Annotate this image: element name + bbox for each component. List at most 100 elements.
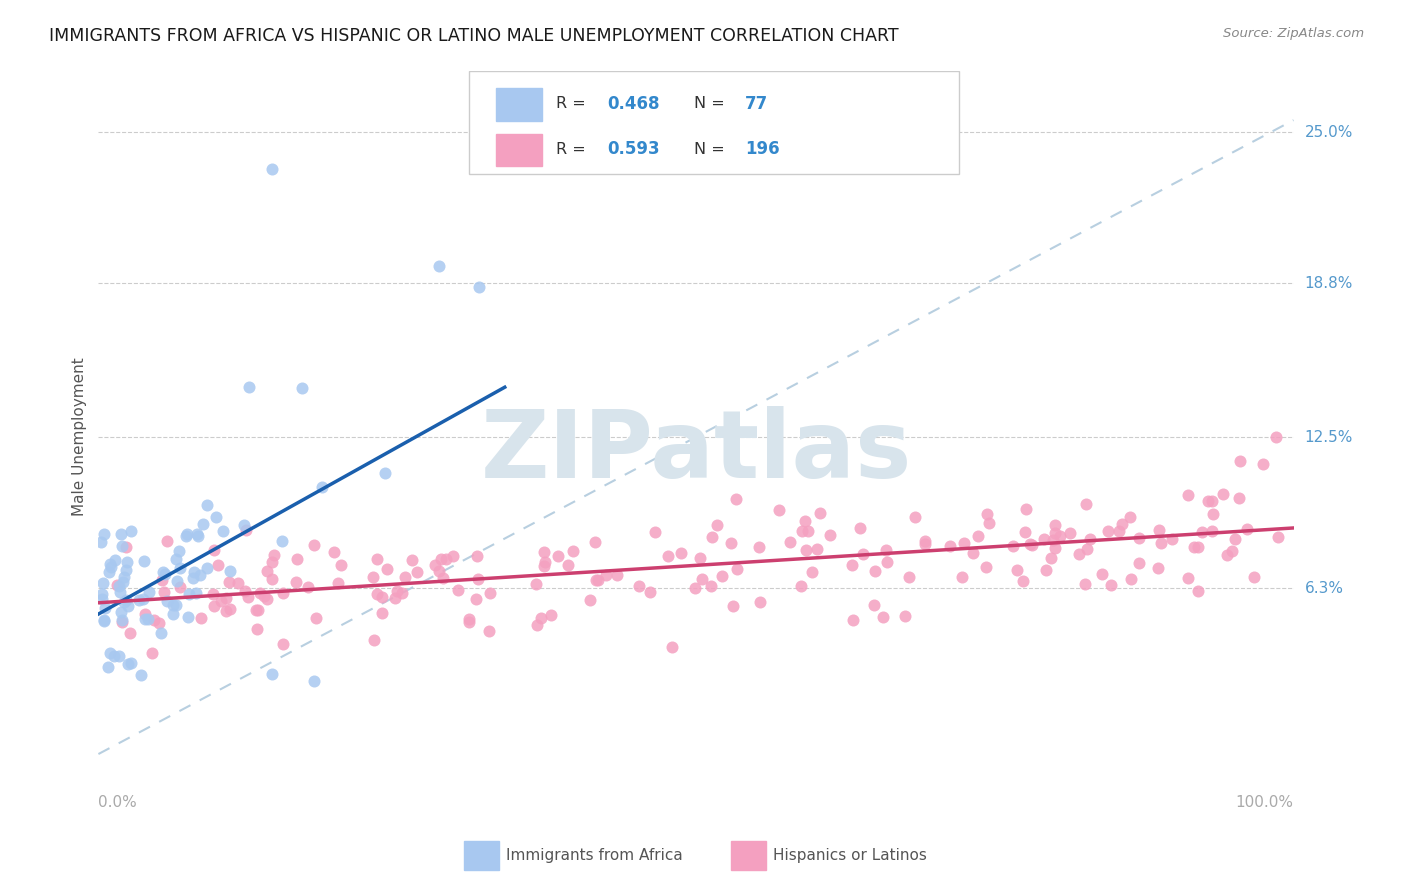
Point — [792, 524, 814, 539]
Point — [1253, 457, 1275, 471]
Point — [768, 502, 790, 516]
Point — [152, 565, 174, 579]
Point — [94, 601, 117, 615]
Point — [1076, 542, 1098, 557]
Point — [540, 607, 562, 622]
Text: ZIPatlas: ZIPatlas — [481, 406, 911, 498]
Point — [1045, 541, 1067, 555]
Point — [628, 579, 651, 593]
Point — [117, 657, 139, 671]
Point — [155, 533, 177, 548]
Point — [725, 561, 748, 575]
Point — [1147, 561, 1170, 575]
Point — [1040, 550, 1063, 565]
Point — [115, 540, 138, 554]
Point — [190, 611, 212, 625]
Point — [111, 540, 134, 554]
Text: 25.0%: 25.0% — [1305, 125, 1353, 140]
Point — [1229, 454, 1251, 468]
Point — [183, 566, 205, 580]
Point — [191, 516, 214, 531]
Point — [166, 574, 188, 588]
Point — [524, 577, 547, 591]
Point — [311, 479, 333, 493]
Point — [366, 552, 388, 566]
Point — [153, 567, 176, 582]
Point — [979, 516, 1001, 530]
Point — [184, 586, 207, 600]
Point — [330, 558, 353, 573]
Point — [263, 548, 285, 562]
Point — [1091, 566, 1114, 581]
Point — [297, 580, 319, 594]
Point — [93, 614, 115, 628]
Point — [245, 603, 267, 617]
Point — [291, 381, 314, 395]
Point — [434, 551, 457, 566]
Point — [370, 606, 392, 620]
Point — [1264, 430, 1286, 444]
Text: 6.3%: 6.3% — [1305, 581, 1344, 596]
Point — [232, 517, 254, 532]
Point — [534, 555, 557, 569]
Point — [976, 507, 998, 521]
Point — [202, 543, 225, 558]
FancyBboxPatch shape — [496, 134, 541, 166]
Point — [401, 552, 423, 566]
Point — [700, 530, 723, 544]
Text: Source: ZipAtlas.com: Source: ZipAtlas.com — [1223, 27, 1364, 40]
Text: IMMIGRANTS FROM AFRICA VS HISPANIC OR LATINO MALE UNEMPLOYMENT CORRELATION CHART: IMMIGRANTS FROM AFRICA VS HISPANIC OR LA… — [49, 27, 898, 45]
Point — [808, 506, 831, 520]
Point — [111, 615, 134, 629]
Point — [260, 572, 283, 586]
Point — [423, 558, 446, 572]
Point — [253, 589, 276, 603]
Point — [93, 613, 115, 627]
Point — [1150, 536, 1173, 550]
Point — [1243, 570, 1265, 584]
Point — [235, 523, 257, 537]
Point — [271, 637, 294, 651]
Point — [583, 535, 606, 549]
Point — [129, 668, 152, 682]
Point — [849, 521, 872, 535]
Point — [1191, 525, 1213, 540]
Point — [1187, 540, 1209, 554]
Point — [215, 604, 238, 618]
Point — [458, 612, 481, 626]
Point — [112, 594, 135, 608]
Point — [302, 673, 325, 688]
Point — [1035, 563, 1057, 577]
Point — [219, 564, 242, 578]
Point — [1049, 528, 1071, 542]
Point — [374, 466, 396, 480]
Point — [876, 556, 898, 570]
Point — [391, 586, 413, 600]
Point — [1216, 549, 1239, 563]
Point — [1069, 547, 1091, 561]
Point — [195, 498, 218, 512]
Point — [1015, 502, 1038, 516]
Point — [974, 560, 997, 574]
Point — [215, 591, 238, 606]
Point — [112, 569, 135, 583]
Point — [285, 574, 308, 589]
Point — [256, 591, 278, 606]
Point — [464, 591, 486, 606]
Point — [177, 609, 200, 624]
Point — [865, 564, 887, 578]
Point — [115, 592, 138, 607]
Point — [187, 529, 209, 543]
Point — [115, 563, 138, 577]
Point — [226, 576, 249, 591]
Point — [162, 599, 184, 613]
Point — [1059, 526, 1081, 541]
Point — [748, 595, 770, 609]
Point — [700, 579, 723, 593]
Point — [169, 561, 191, 575]
Point — [326, 576, 349, 591]
Point — [100, 560, 122, 574]
Point — [1001, 539, 1024, 553]
Point — [794, 514, 817, 528]
Point — [1012, 574, 1035, 589]
